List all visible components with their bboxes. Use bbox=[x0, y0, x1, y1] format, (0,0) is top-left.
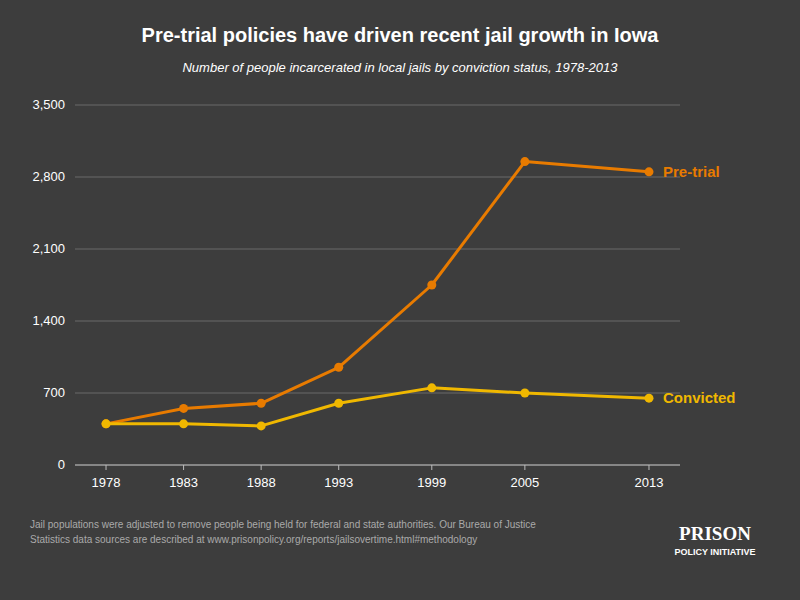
point bbox=[427, 383, 436, 392]
grid-line bbox=[75, 321, 680, 322]
x-axis-line bbox=[75, 465, 680, 466]
x-tick-label: 1983 bbox=[169, 475, 198, 490]
point bbox=[520, 157, 529, 166]
subtitle: Number of people incarcerated in local j… bbox=[182, 60, 618, 75]
point bbox=[102, 419, 111, 428]
x-tick-label: 2013 bbox=[635, 475, 664, 490]
series-label: Convicted bbox=[663, 389, 736, 406]
footnote: Jail populations were adjusted to remove… bbox=[30, 519, 536, 545]
x-tick-label: 1978 bbox=[92, 475, 121, 490]
y-tick-label: 0 bbox=[58, 457, 65, 472]
point bbox=[257, 399, 266, 408]
point bbox=[427, 281, 436, 290]
series-label: Pre-trial bbox=[663, 163, 720, 180]
point bbox=[102, 419, 111, 428]
x-tick-label: 2005 bbox=[510, 475, 539, 490]
point bbox=[644, 394, 653, 403]
logo-text: PRISON bbox=[679, 523, 751, 544]
footnote-line: Jail populations were adjusted to remove… bbox=[30, 519, 536, 530]
point bbox=[334, 363, 343, 372]
logo-subtext: POLICY INITIATIVE bbox=[674, 547, 755, 557]
y-tick-label: 2,100 bbox=[32, 241, 65, 256]
series-line bbox=[106, 388, 649, 426]
title: Pre-trial policies have driven recent ja… bbox=[142, 24, 660, 46]
point bbox=[179, 404, 188, 413]
x-tick-label: 1988 bbox=[247, 475, 276, 490]
background bbox=[0, 0, 800, 600]
x-tick bbox=[261, 465, 262, 470]
point bbox=[257, 421, 266, 430]
plot-area bbox=[102, 157, 654, 430]
point bbox=[179, 419, 188, 428]
chart: Pre-trial policies have driven recent ja… bbox=[0, 0, 800, 600]
series-line bbox=[106, 162, 649, 424]
x-tick bbox=[183, 465, 184, 470]
y-tick-label: 700 bbox=[43, 385, 65, 400]
grid-line bbox=[75, 105, 680, 106]
grid-line bbox=[75, 393, 680, 394]
y-tick-label: 3,500 bbox=[32, 97, 65, 112]
x-tick bbox=[338, 465, 339, 470]
x-tick bbox=[524, 465, 525, 470]
footnote-line: Statistics data sources are described at… bbox=[30, 534, 477, 545]
x-tick-label: 1999 bbox=[417, 475, 446, 490]
point bbox=[644, 167, 653, 176]
x-tick bbox=[648, 465, 649, 470]
grid-line bbox=[75, 465, 680, 466]
grid-line bbox=[75, 177, 680, 178]
x-tick bbox=[106, 465, 107, 470]
point bbox=[334, 399, 343, 408]
y-tick-label: 2,800 bbox=[32, 169, 65, 184]
y-tick-label: 1,400 bbox=[32, 313, 65, 328]
x-tick-label: 1993 bbox=[324, 475, 353, 490]
point bbox=[520, 389, 529, 398]
grid-line bbox=[75, 249, 680, 250]
x-tick bbox=[431, 465, 432, 470]
